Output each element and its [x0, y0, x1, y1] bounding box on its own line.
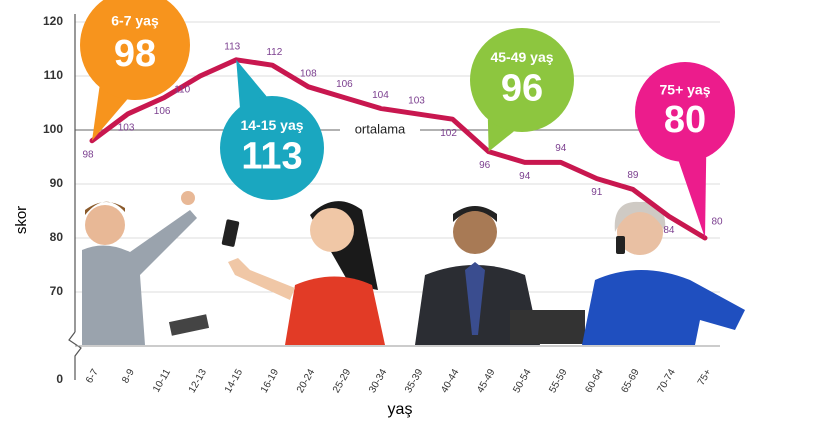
- photo-boy-head: [85, 205, 125, 245]
- photo-woman-head: [310, 208, 354, 252]
- callout-value: 98: [114, 33, 156, 75]
- x-tick-label: 35-39: [403, 367, 426, 395]
- y-tick-label: 110: [44, 68, 64, 82]
- photo-man-hair: [453, 206, 497, 222]
- x-tick-label: 6-7: [84, 367, 101, 385]
- data-label: 94: [519, 171, 531, 182]
- x-tick-label: 40-44: [439, 367, 462, 395]
- data-label: 102: [440, 128, 457, 139]
- x-tick-label: 30-34: [367, 367, 390, 395]
- callout-value: 113: [241, 135, 302, 177]
- x-tick-label: 20-24: [295, 367, 318, 395]
- photo-woman-dress: [285, 276, 385, 345]
- data-label: 98: [82, 149, 94, 160]
- data-label: 103: [408, 95, 425, 106]
- data-label: 89: [627, 170, 639, 181]
- photo-boy-hair: [85, 201, 125, 215]
- x-tick-label: 10-11: [151, 367, 173, 394]
- reference-label-bg: [340, 121, 420, 139]
- data-label: 96: [479, 160, 491, 171]
- x-tick-label: 65-69: [619, 367, 642, 395]
- photo-man-head: [453, 210, 497, 254]
- y-tick-label: 90: [50, 176, 64, 190]
- callout-tail: [92, 86, 128, 141]
- x-tick-label: 75+: [696, 367, 714, 387]
- y-axis-title: skor: [13, 206, 30, 234]
- callout-tail: [678, 157, 707, 238]
- callout-value: 80: [664, 99, 706, 141]
- photo-woman-arm: [228, 258, 295, 300]
- data-label: 112: [266, 47, 282, 58]
- photo-oldwoman-head: [617, 209, 663, 255]
- callout-tail: [487, 119, 514, 152]
- x-tick-label: 55-59: [547, 367, 570, 395]
- data-label: 113: [224, 41, 240, 52]
- photos: [82, 191, 745, 345]
- photo-oldwoman-hair: [614, 201, 666, 232]
- photo-woman-phone: [221, 219, 240, 247]
- callout-bubble: [635, 62, 735, 162]
- y-tick-label: 70: [50, 284, 64, 298]
- callout-tail: [236, 59, 267, 108]
- photo-boy-tablet: [168, 314, 210, 336]
- x-tick-label: 45-49: [475, 367, 498, 395]
- data-label: 110: [174, 85, 190, 96]
- axis-break: [68, 331, 82, 380]
- y-tick-label: 120: [43, 14, 63, 28]
- photo-man-laptop: [510, 310, 585, 344]
- y-break-label: 0: [56, 372, 63, 386]
- data-label: 80: [711, 217, 723, 228]
- x-tick-label: 12-13: [187, 367, 210, 395]
- callout-value: 96: [501, 67, 543, 109]
- x-tick-label: 60-64: [583, 367, 606, 395]
- photo-oldwoman-phone: [616, 236, 625, 254]
- data-label: 103: [118, 122, 135, 133]
- data-label: 104: [372, 90, 389, 101]
- callout-label: 75+ yaş: [660, 82, 711, 98]
- callout-label: 45-49 yaş: [490, 49, 553, 65]
- photo-oldwoman-body: [582, 270, 745, 345]
- callout-label: 14-15 yaş: [240, 117, 303, 133]
- data-label: 84: [663, 225, 675, 236]
- callout-bubble: [220, 96, 324, 200]
- x-axis-title: yaş: [388, 401, 413, 418]
- callout-label: 6-7 yaş: [111, 13, 159, 29]
- y-tick-label: 80: [50, 230, 64, 244]
- data-line: [89, 57, 708, 241]
- data-label: 108: [300, 68, 317, 79]
- x-tick-label: 14-15: [223, 367, 246, 395]
- photo-boy-body: [82, 210, 197, 345]
- x-tick-label: 70-74: [656, 367, 679, 395]
- reference-label: ortalama: [355, 121, 406, 136]
- x-tick-label: 16-19: [259, 367, 282, 395]
- callout-bubble: [470, 28, 574, 132]
- data-label: 106: [154, 106, 171, 117]
- data-label: 106: [336, 79, 353, 90]
- photo-man-tie: [465, 262, 485, 335]
- x-tick-label: 8-9: [120, 367, 137, 385]
- photo-boy-hand: [181, 191, 195, 205]
- x-tick-label: 25-29: [331, 367, 354, 395]
- callout-bubble: [80, 0, 190, 100]
- data-label: 91: [591, 187, 603, 198]
- data-label: 94: [555, 143, 567, 154]
- y-tick-label: 100: [43, 122, 63, 136]
- x-tick-label: 50-54: [511, 367, 534, 395]
